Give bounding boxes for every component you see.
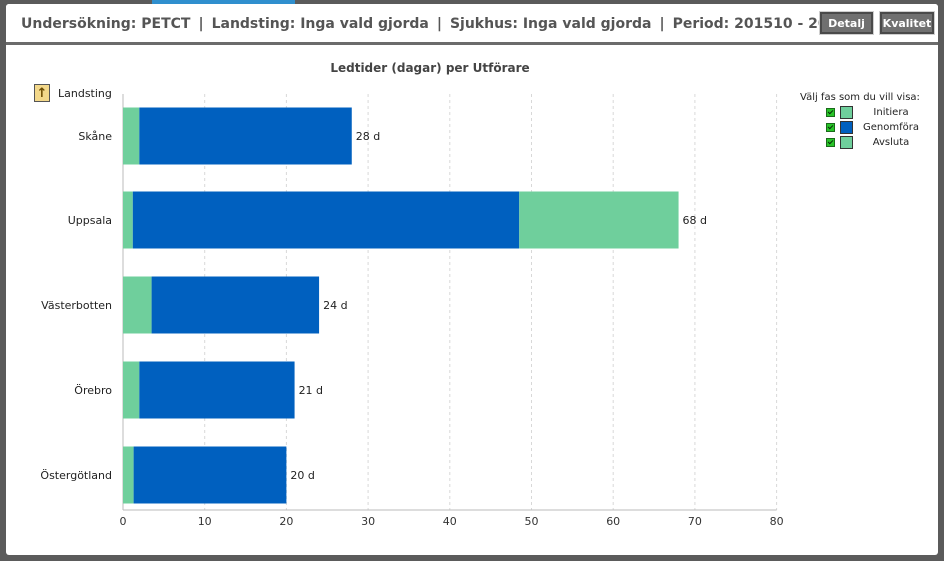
report-window: Undersökning: PETCT | Landsting: Inga vald… <box>6 4 938 555</box>
chart-title: Ledtider (dagar) per Utförare <box>330 61 529 75</box>
top-tab[interactable] <box>152 0 295 4</box>
top-tab[interactable] <box>597 0 740 4</box>
legend-title: Välj fas som du vill visa: <box>800 92 920 103</box>
total-label: 20 d <box>290 469 314 482</box>
bar-segment-genomföra <box>133 446 287 504</box>
filter-period: Period: 201510 - 201512 <box>672 16 867 32</box>
swatch-genomfora <box>840 121 853 134</box>
bar-segment-initiera <box>123 191 133 249</box>
x-tick-label: 60 <box>606 515 620 528</box>
total-label: 24 d <box>323 299 347 312</box>
x-tick-label: 0 <box>120 515 127 528</box>
x-tick-label: 40 <box>443 515 457 528</box>
legend-label: Genomföra <box>863 122 919 133</box>
checkbox-genomfora[interactable] <box>826 123 835 132</box>
separator: | <box>198 16 204 32</box>
drilldown-label: Landsting <box>58 86 112 100</box>
top-tab[interactable] <box>0 0 150 4</box>
filter-county: Landsting: Inga vald gjorda <box>211 16 429 32</box>
x-tick-label: 80 <box>770 515 784 528</box>
legend-item-genomfora[interactable]: Genomföra <box>826 120 921 135</box>
filter-summary: Undersökning: PETCT | Landsting: Inga vald… <box>21 16 867 32</box>
bar-segment-initiera <box>123 276 152 334</box>
total-label: 68 d <box>683 214 707 227</box>
swatch-initiera <box>840 106 853 119</box>
checkbox-initiera[interactable] <box>826 108 835 117</box>
x-tick-label: 70 <box>688 515 702 528</box>
total-label: 28 d <box>356 130 380 143</box>
legend-item-avsluta[interactable]: Avsluta <box>826 135 921 150</box>
separator: | <box>436 16 442 32</box>
total-label: 21 d <box>299 384 323 397</box>
filter-exam: Undersökning: PETCT <box>21 16 191 32</box>
bar-segment-genomföra <box>151 276 320 334</box>
bar-segment-genomföra <box>139 361 295 419</box>
category-label: Uppsala <box>68 214 112 227</box>
bar-segment-avsluta <box>519 191 679 249</box>
drilldown-button[interactable]: ↑ Landsting <box>34 83 112 103</box>
separator: | <box>659 16 665 32</box>
x-tick-label: 50 <box>525 515 539 528</box>
arrow-up-icon[interactable]: ↑ <box>34 84 50 102</box>
category-label: Örebro <box>74 384 112 397</box>
detail-button[interactable]: Detalj <box>819 11 874 35</box>
x-tick-label: 10 <box>198 515 212 528</box>
top-tab[interactable] <box>297 0 445 4</box>
bar-segment-genomföra <box>132 191 520 249</box>
lead-time-chart: Ledtider (dagar) per Utförare 0 10 20 30 40 50… <box>40 61 784 528</box>
legend-item-initiera[interactable]: Initiera <box>826 105 921 120</box>
bar-segment-initiera <box>123 107 140 165</box>
quality-button[interactable]: Kvalitet <box>879 11 935 35</box>
filter-hospital: Sjukhus: Inga vald gjorda <box>449 16 652 32</box>
bar-segment-initiera <box>123 361 140 419</box>
phase-legend: Välj fas som du vill visa: Initiera Geno… <box>800 92 921 150</box>
x-tick-label: 30 <box>361 515 375 528</box>
legend-label: Avsluta <box>872 137 910 148</box>
category-label: Västerbotten <box>41 299 112 312</box>
top-tab[interactable] <box>742 0 944 4</box>
checkbox-avsluta[interactable] <box>826 138 835 147</box>
bar-segment-initiera <box>123 446 134 504</box>
report-header: Undersökning: PETCT | Landsting: Inga vald… <box>6 4 938 45</box>
top-tab-strip <box>0 0 944 4</box>
category-label: Skåne <box>78 130 112 143</box>
swatch-avsluta <box>840 136 853 149</box>
legend-label: Initiera <box>873 107 909 118</box>
top-tab[interactable] <box>447 0 595 4</box>
category-label: Östergötland <box>40 469 112 482</box>
x-tick-label: 20 <box>279 515 293 528</box>
bar-segment-genomföra <box>139 107 352 165</box>
